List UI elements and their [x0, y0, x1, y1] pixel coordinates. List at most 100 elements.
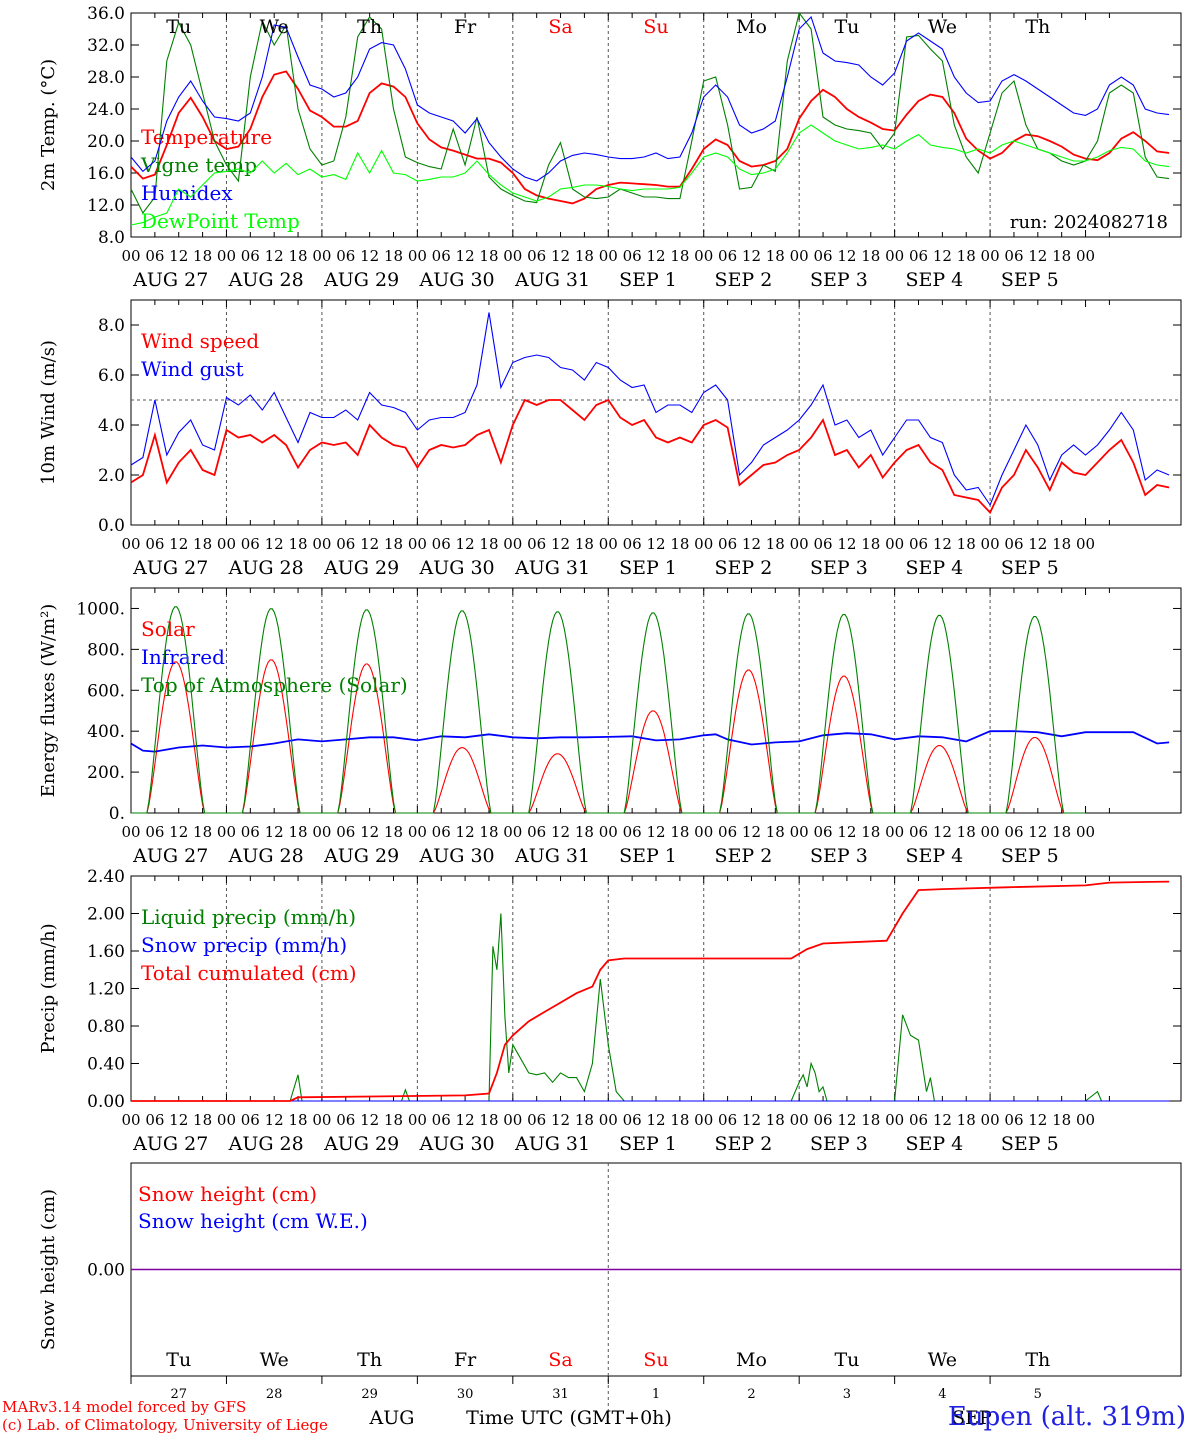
y-axis-label: 2m Temp. (°C) — [38, 59, 59, 191]
hour-tick-label: 12 — [646, 247, 665, 265]
hour-tick-label: 18 — [1052, 535, 1071, 553]
hour-tick-label: 12 — [265, 823, 284, 841]
legend-top-of-atmosphere-solar-: Top of Atmosphere (Solar) — [141, 673, 408, 697]
day-label: SEP 1 — [619, 269, 677, 291]
hour-tick-label: 12 — [837, 1111, 856, 1129]
hour-tick-label: 18 — [575, 1111, 594, 1129]
hour-tick-label: 00 — [599, 823, 618, 841]
series-wind-gust — [130, 312, 1170, 507]
hour-tick-label: 06 — [527, 823, 546, 841]
hour-tick-label: 00 — [790, 535, 809, 553]
credit-line-2: (c) Lab. of Climatology, University of L… — [2, 1416, 328, 1434]
day-label: SEP 3 — [810, 269, 868, 291]
hour-tick-label: 00 — [312, 247, 331, 265]
hour-tick-label: 12 — [456, 1111, 475, 1129]
hour-tick-label: 06 — [718, 823, 737, 841]
y-tick-label: 28.0 — [87, 68, 125, 88]
hour-tick-label: 00 — [694, 247, 713, 265]
weekday-label-bottom: Su — [643, 1349, 668, 1371]
weekday-label-bottom: We — [260, 1349, 289, 1371]
hour-tick-label: 06 — [1004, 823, 1023, 841]
y-tick-label: 0.40 — [87, 1055, 125, 1075]
series-temperature — [130, 70, 1170, 205]
hour-tick-label: 12 — [551, 535, 570, 553]
series-vigne-temp — [130, 11, 1170, 215]
series-dewpoint-temp — [130, 124, 1170, 226]
day-number: 5 — [1034, 1387, 1042, 1402]
hour-tick-label: 18 — [1052, 1111, 1071, 1129]
hour-tick-label: 18 — [384, 823, 403, 841]
hour-tick-label: 18 — [670, 1111, 689, 1129]
month-label-sep: SEP — [952, 1407, 992, 1429]
hour-tick-label: 00 — [312, 823, 331, 841]
hour-tick-label: 12 — [646, 535, 665, 553]
hour-tick-label: 12 — [265, 1111, 284, 1129]
hour-tick-label: 00 — [790, 247, 809, 265]
weekday-label-top: Th — [357, 16, 382, 38]
weekday-label-bottom: Mo — [736, 1349, 767, 1371]
y-tick-label: 12.0 — [87, 196, 125, 216]
hour-tick-label: 12 — [646, 1111, 665, 1129]
hour-tick-label: 18 — [766, 247, 785, 265]
hour-tick-label: 00 — [885, 823, 904, 841]
day-number: 2 — [747, 1387, 755, 1402]
hour-tick-label: 18 — [861, 535, 880, 553]
day-label: SEP 3 — [810, 557, 868, 579]
hour-tick-label: 12 — [837, 535, 856, 553]
hour-tick-label: 12 — [742, 247, 761, 265]
hour-tick-label: 18 — [288, 247, 307, 265]
hour-tick-label: 12 — [169, 247, 188, 265]
y-tick-label: 0.00 — [87, 1261, 125, 1281]
hour-tick-label: 06 — [241, 535, 260, 553]
hour-tick-label: 00 — [599, 535, 618, 553]
hour-tick-label: 06 — [718, 535, 737, 553]
series-infrared — [130, 730, 1170, 753]
hour-tick-label: 18 — [1052, 247, 1071, 265]
hour-tick-label: 06 — [623, 247, 642, 265]
day-number: 4 — [938, 1387, 946, 1402]
hour-tick-label: 06 — [527, 535, 546, 553]
hour-tick-label: 18 — [957, 823, 976, 841]
day-label: SEP 5 — [1001, 845, 1059, 867]
hour-tick-label: 06 — [145, 247, 164, 265]
y-tick-label: 400. — [87, 722, 125, 742]
day-label: SEP 4 — [905, 845, 963, 867]
legend-snow-height-cm-: Snow height (cm) — [138, 1182, 317, 1206]
weekday-label-top: We — [928, 16, 957, 38]
weekday-label-bottom: Tu — [834, 1349, 859, 1371]
legend-infrared: Infrared — [141, 645, 225, 669]
hour-tick-label: 00 — [1076, 1111, 1095, 1129]
hour-tick-label: 18 — [479, 1111, 498, 1129]
y-tick-label: 0.0 — [98, 516, 125, 536]
hour-tick-label: 18 — [193, 823, 212, 841]
hour-tick-label: 18 — [1052, 823, 1071, 841]
weekday-label-bottom: Th — [357, 1349, 382, 1371]
hour-tick-label: 18 — [193, 1111, 212, 1129]
hour-tick-label: 06 — [813, 823, 832, 841]
y-tick-label: 1.20 — [87, 980, 125, 1000]
hour-tick-label: 00 — [217, 247, 236, 265]
hour-tick-label: 00 — [121, 535, 140, 553]
hour-tick-label: 18 — [957, 535, 976, 553]
y-tick-label: 32.0 — [87, 36, 125, 56]
hour-tick-label: 12 — [933, 1111, 952, 1129]
hour-tick-label: 18 — [861, 1111, 880, 1129]
weekday-label-top: Tu — [166, 16, 191, 38]
day-label: SEP 3 — [810, 845, 868, 867]
hour-tick-label: 00 — [312, 1111, 331, 1129]
hour-tick-label: 06 — [909, 535, 928, 553]
hour-tick-label: 06 — [623, 823, 642, 841]
hour-tick-label: 00 — [217, 1111, 236, 1129]
y-axis-label: 10m Wind (m/s) — [38, 340, 59, 485]
hour-tick-label: 00 — [121, 823, 140, 841]
panel-3-frame — [130, 587, 1182, 814]
hour-tick-label: 00 — [885, 1111, 904, 1129]
y-tick-label: 1.60 — [87, 942, 125, 962]
hour-tick-label: 06 — [432, 535, 451, 553]
hour-tick-label: 00 — [503, 247, 522, 265]
day-label: AUG 31 — [514, 557, 590, 579]
hour-tick-label: 06 — [527, 1111, 546, 1129]
day-number: 28 — [266, 1387, 283, 1402]
hour-tick-label: 18 — [957, 247, 976, 265]
series-top-of-atmosphere-solar- — [131, 606, 1086, 814]
